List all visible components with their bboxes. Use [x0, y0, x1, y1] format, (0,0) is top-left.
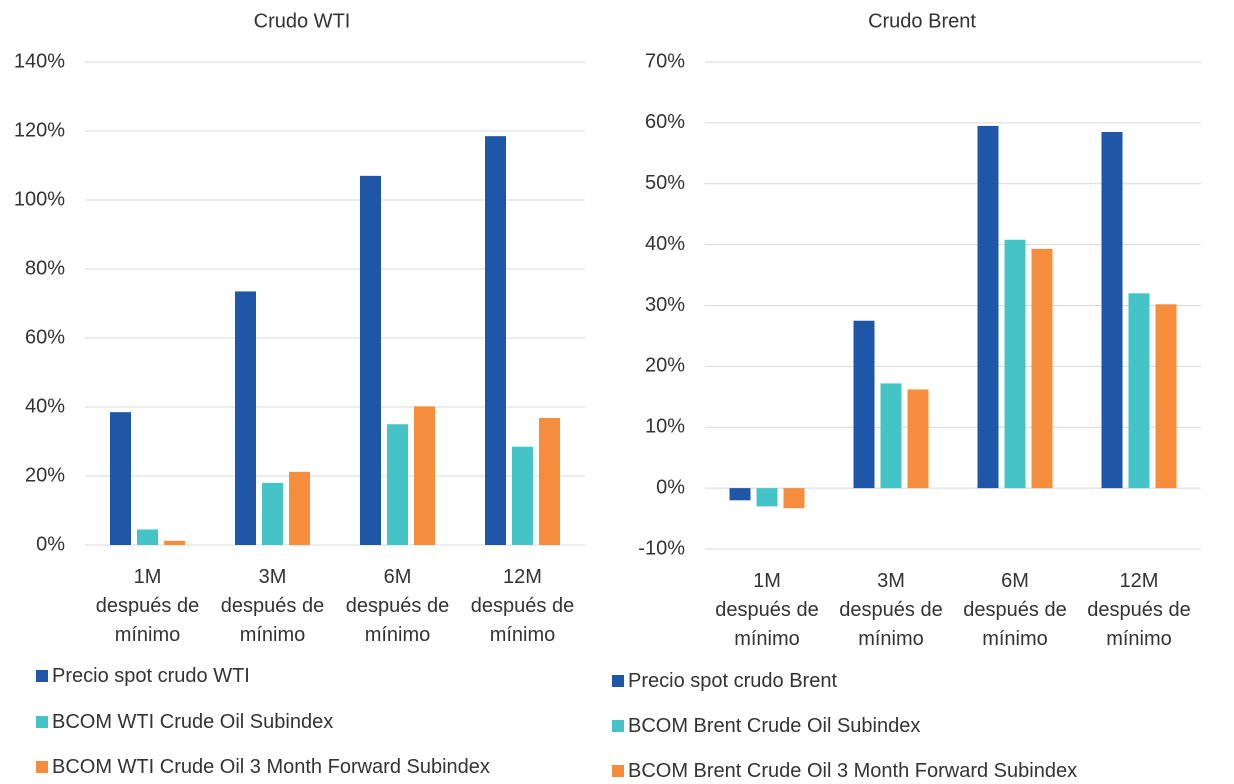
bar: [110, 412, 131, 545]
bar: [880, 383, 902, 489]
legend-label: Precio spot crudo Brent: [628, 670, 837, 692]
bar: [387, 424, 408, 545]
y-tick-label: 0%: [36, 533, 65, 555]
legend-label: BCOM Brent Crude Oil 3 Month Forward Sub…: [628, 760, 1078, 782]
y-tick-label: 30%: [645, 294, 685, 316]
y-tick-label: 20%: [645, 355, 685, 377]
y-tick-label: 100%: [14, 188, 65, 210]
bar: [164, 540, 185, 545]
bar: [783, 488, 805, 509]
bar: [1128, 293, 1150, 489]
legend-label: BCOM WTI Crude Oil 3 Month Forward Subin…: [52, 756, 490, 778]
legend-swatch: [612, 675, 624, 687]
legend-label: BCOM Brent Crude Oil Subindex: [628, 715, 921, 737]
x-tick-label: 6M después de mínimo: [963, 570, 1067, 650]
x-tick-label: 3M después de mínimo: [839, 570, 943, 650]
y-tick-label: 60%: [25, 326, 65, 348]
legend-swatch: [612, 765, 624, 777]
bar: [729, 488, 751, 501]
chart-title: Crudo WTI: [254, 10, 351, 32]
y-tick-label: 20%: [25, 464, 65, 486]
y-tick-label: 40%: [645, 233, 685, 255]
y-tick-label: 80%: [25, 257, 65, 279]
bar: [853, 320, 875, 489]
bar: [1101, 132, 1123, 489]
x-tick-label: 3M después de mínimo: [220, 566, 325, 646]
legend-swatch: [36, 716, 48, 728]
x-tick-label: 12M después de mínimo: [1087, 570, 1191, 650]
bar: [1004, 239, 1026, 489]
legend-swatch: [36, 670, 48, 682]
bar: [1031, 248, 1053, 489]
bar: [235, 291, 256, 545]
bar: [414, 406, 435, 545]
bar: [756, 488, 778, 507]
x-tick-label: 1M después de mínimo: [95, 566, 200, 646]
legend-label: Precio spot crudo WTI: [52, 665, 250, 687]
bar: [539, 418, 560, 545]
y-tick-label: 50%: [645, 172, 685, 194]
y-tick-label: 40%: [25, 395, 65, 417]
legend-label: BCOM WTI Crude Oil Subindex: [52, 711, 334, 733]
y-tick-label: -10%: [638, 537, 685, 559]
bar: [512, 446, 533, 545]
x-tick-label: 1M después de mínimo: [715, 570, 819, 650]
y-tick-label: 0%: [656, 476, 685, 498]
y-tick-label: 140%: [14, 50, 65, 72]
chart-title: Crudo Brent: [868, 10, 976, 32]
bar: [137, 529, 158, 545]
bar: [907, 389, 929, 489]
y-tick-label: 10%: [645, 416, 685, 438]
y-tick-label: 70%: [645, 50, 685, 72]
y-tick-label: 120%: [14, 119, 65, 141]
bar: [262, 482, 283, 545]
x-tick-label: 12M después de mínimo: [470, 566, 575, 646]
bar: [289, 471, 310, 545]
legend-swatch: [612, 720, 624, 732]
x-tick-label: 6M después de mínimo: [345, 566, 450, 646]
bar: [1155, 304, 1177, 489]
bar: [360, 175, 381, 545]
bar: [977, 125, 999, 489]
legend-swatch: [36, 761, 48, 773]
y-tick-label: 60%: [645, 111, 685, 133]
bar: [485, 136, 506, 546]
